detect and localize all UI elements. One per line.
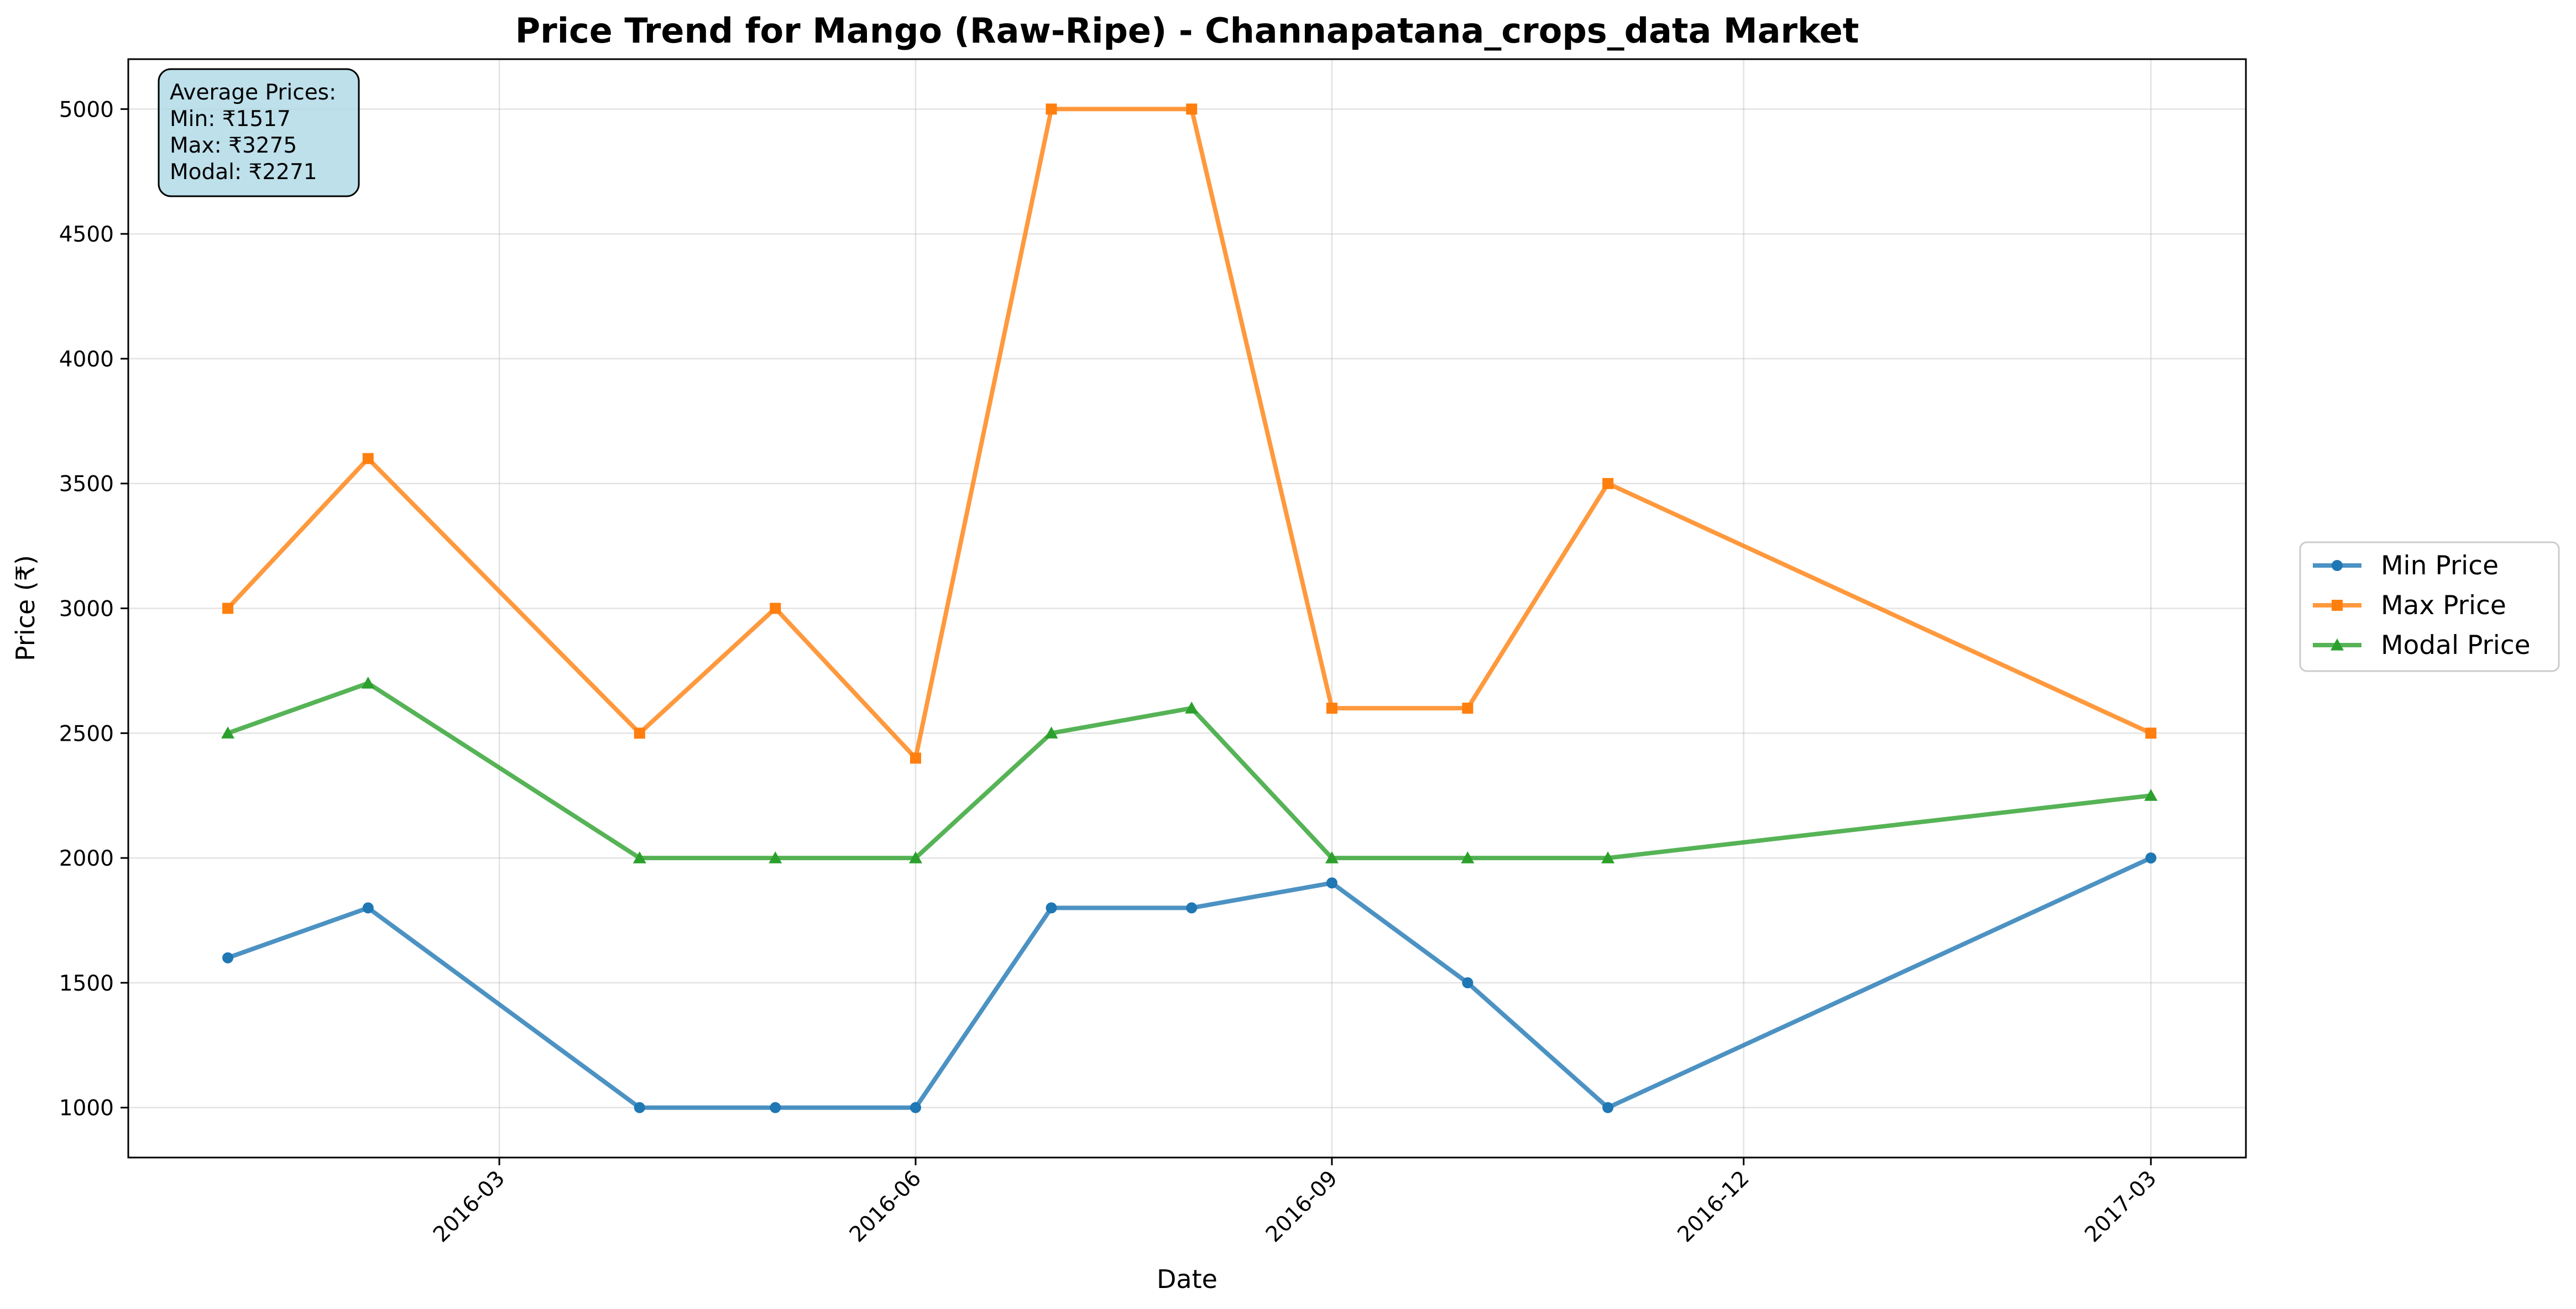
y-axis-label: Price (₹)	[11, 555, 40, 661]
min-price-point	[2145, 852, 2157, 864]
max-price-point	[1046, 103, 1057, 115]
y-tick-label: 1500	[59, 971, 114, 996]
modal-price-point	[221, 726, 235, 739]
max-price-point	[770, 603, 781, 614]
modal-price-point	[1601, 851, 1615, 863]
legend-label-max-price: Max Price	[2381, 590, 2506, 621]
min-price-point	[1326, 877, 1337, 889]
max-price-series	[222, 103, 2157, 764]
max-price-point	[2145, 727, 2157, 739]
legend-marker-min-price	[2332, 560, 2343, 571]
annotation-line: Max: ₹3275	[170, 133, 297, 158]
min-price-point	[362, 902, 374, 914]
min-price-point	[222, 952, 234, 964]
y-tick-label: 1000	[59, 1096, 114, 1121]
max-price-point	[362, 453, 374, 464]
legend-marker-modal-price	[2331, 638, 2344, 651]
max-price-point	[1186, 103, 1198, 115]
min-price-point	[634, 1102, 645, 1113]
max-price-point	[1326, 703, 1337, 714]
chart-title: Price Trend for Mango (Raw-Ripe) - Chann…	[515, 11, 1859, 51]
annotation-line: Modal: ₹2271	[170, 160, 317, 185]
min-price-series	[222, 852, 2157, 1113]
modal-price-point	[1044, 726, 1058, 739]
modal-price-point	[1185, 701, 1199, 714]
modal-price-point	[633, 851, 646, 863]
y-tick-label: 3500	[59, 472, 114, 497]
series-layer	[221, 103, 2158, 1113]
min-price-point	[1602, 1102, 1614, 1113]
legend-label-modal-price: Modal Price	[2381, 630, 2531, 661]
legend-marker-max-price	[2332, 600, 2343, 611]
y-tick-label: 3000	[59, 597, 114, 622]
max-price-point	[910, 752, 921, 764]
max-price-point	[634, 727, 645, 739]
x-axis-label: Date	[1157, 1264, 1218, 1294]
modal-price-point	[908, 851, 922, 863]
legend: Min Price Max Price Modal Price	[2299, 541, 2560, 672]
legend-box	[2299, 541, 2560, 672]
modal-price-series	[221, 676, 2158, 863]
min-price-point	[1186, 902, 1198, 914]
max-price-point	[222, 603, 234, 614]
annotation-line: Average Prices:	[170, 80, 336, 105]
legend-label-min-price: Min Price	[2381, 551, 2499, 581]
modal-price-point	[1325, 851, 1339, 863]
modal-price-point	[2144, 789, 2158, 801]
y-tick-label: 4000	[59, 347, 114, 372]
y-tick-label: 4500	[59, 222, 114, 247]
y-tick-label: 2000	[59, 846, 114, 871]
annotation-box	[158, 68, 360, 197]
modal-price-point	[361, 676, 375, 689]
min-price-point	[1462, 977, 1474, 988]
y-tick-label: 2500	[59, 721, 114, 746]
max-price-point	[1462, 703, 1474, 714]
annotation-line: Min: ₹1517	[170, 107, 291, 132]
min-price-point	[770, 1102, 781, 1113]
max-price-point	[1602, 478, 1614, 489]
min-price-point	[910, 1102, 921, 1113]
grid-lines	[128, 59, 2246, 1158]
modal-price-point	[1461, 851, 1475, 863]
modal-price-point	[769, 851, 782, 863]
y-tick-label: 5000	[59, 97, 114, 122]
min-price-point	[1046, 902, 1057, 914]
